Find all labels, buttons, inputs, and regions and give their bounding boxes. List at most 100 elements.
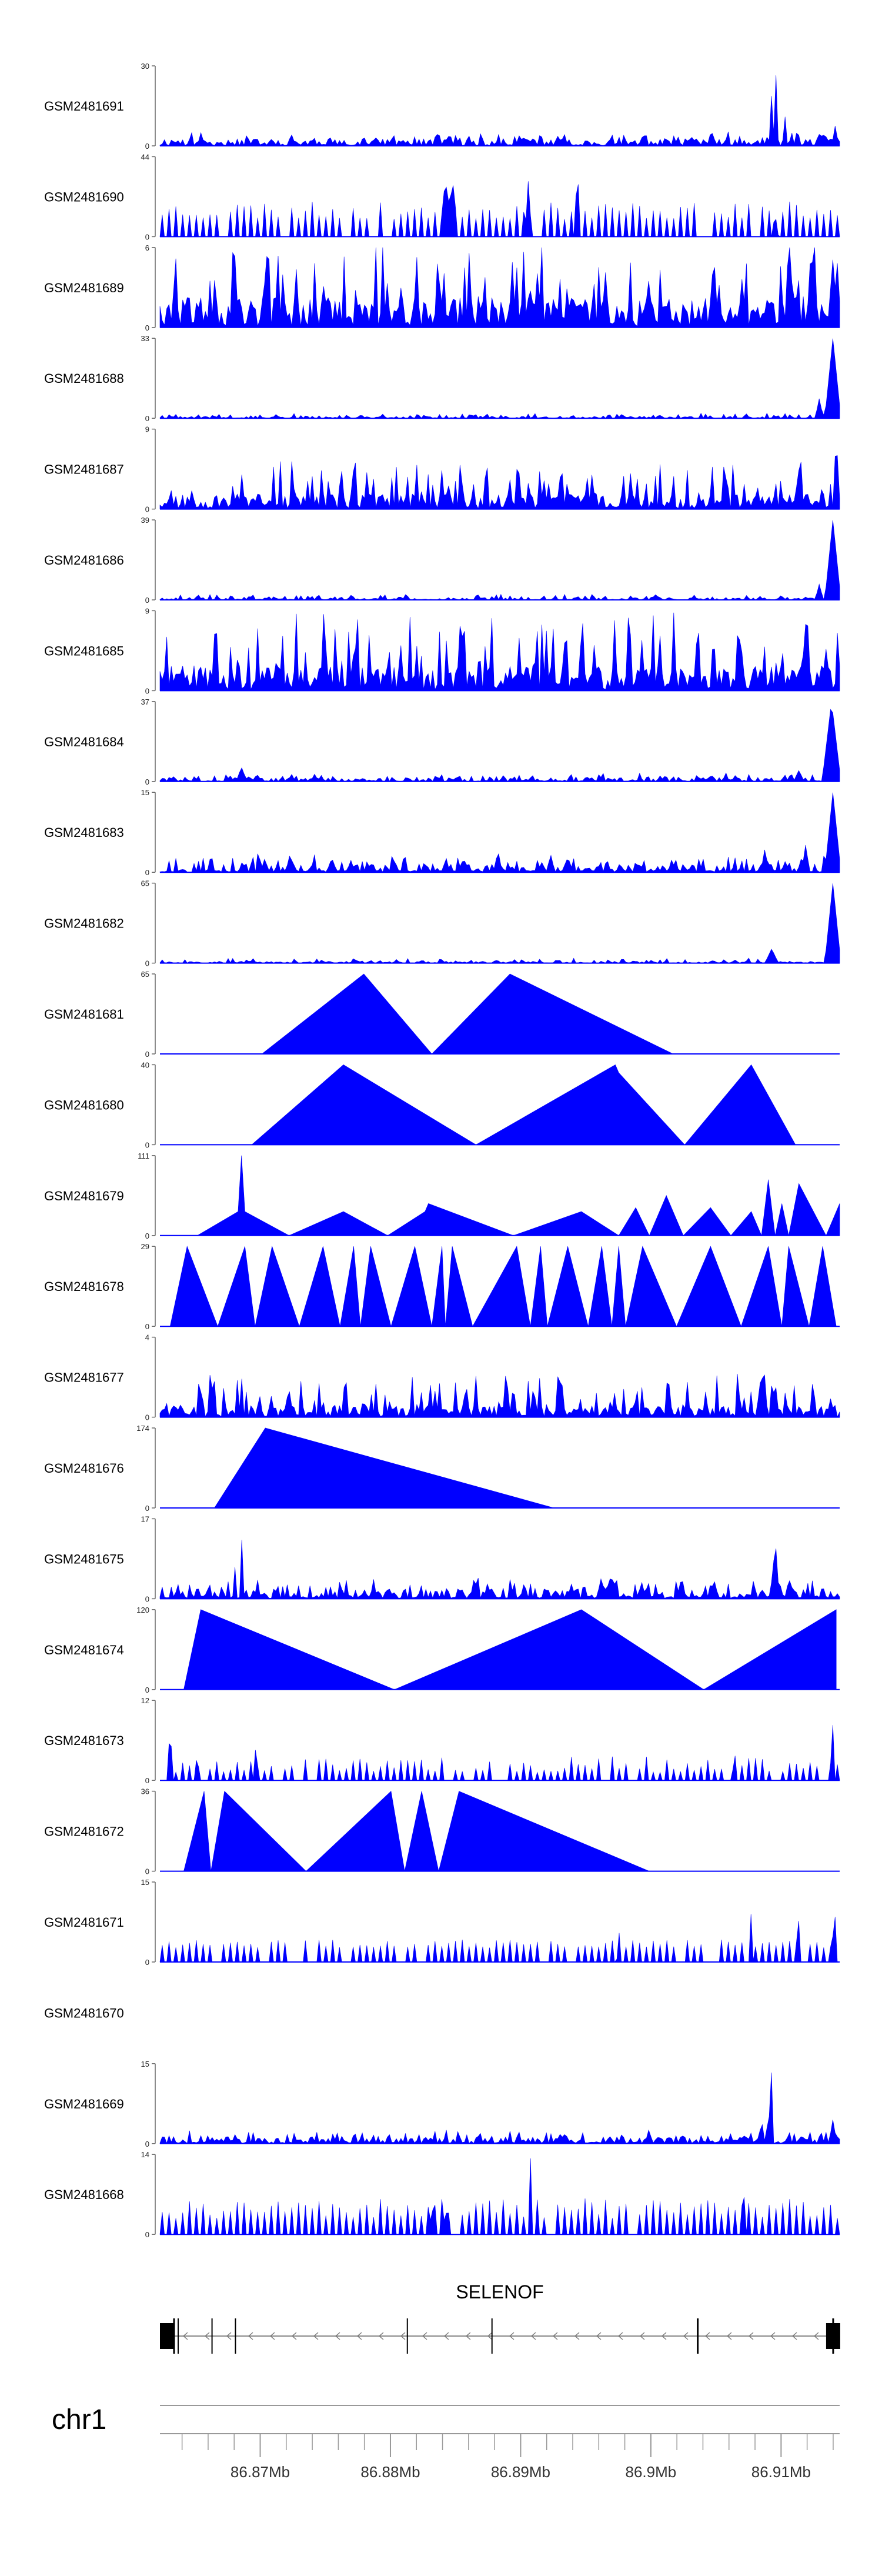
strand-arrow <box>509 2332 514 2340</box>
signal-area <box>196 1155 840 1236</box>
track-gsm2481678: GSM2481678 29 0 <box>44 1242 840 1331</box>
y-min-label: 0 <box>145 323 149 332</box>
strand-arrow <box>400 2332 406 2340</box>
x-tick-label: 86.88Mb <box>360 2463 420 2481</box>
strand-arrow <box>465 2332 471 2340</box>
track-gsm2481672: GSM2481672 36 0 <box>44 1787 840 1876</box>
strand-arrow <box>748 2332 754 2340</box>
track-gsm2481683: GSM2481683 15 0 <box>44 788 840 877</box>
signal-area <box>159 247 840 328</box>
track-gsm2481673: GSM2481673 12 0 <box>44 1696 840 1785</box>
signal-area <box>213 1427 554 1509</box>
track-label: GSM2481668 <box>44 2187 124 2202</box>
track-gsm2481670: GSM2481670 <box>44 2006 124 2020</box>
y-max-label: 37 <box>141 698 149 706</box>
y-min-label: 0 <box>145 1958 149 1967</box>
track-gsm2481679: GSM2481679 111 0 <box>44 1152 840 1240</box>
strand-arrow <box>335 2332 340 2340</box>
strand-arrow <box>356 2332 362 2340</box>
signal-area <box>159 709 840 782</box>
track-label: GSM2481686 <box>44 553 124 568</box>
strand-arrow <box>487 2332 493 2340</box>
track-gsm2481668: GSM2481668 14 0 <box>44 2150 840 2239</box>
track-gsm2481682: GSM2481682 65 0 <box>44 879 840 968</box>
y-max-label: 15 <box>141 1878 149 1887</box>
track-gsm2481680: GSM2481680 40 0 <box>44 1060 840 1149</box>
y-max-label: 9 <box>145 606 149 615</box>
strand-arrow <box>683 2332 689 2340</box>
y-min-label: 0 <box>145 778 149 786</box>
strand-arrow <box>791 2332 797 2340</box>
track-gsm2481686: GSM2481686 39 0 <box>44 516 840 605</box>
gene-model: SELENOF <box>160 2281 840 2354</box>
strand-arrow <box>378 2332 384 2340</box>
y-min-label: 0 <box>145 505 149 514</box>
track-label: GSM2481678 <box>44 1279 124 1294</box>
y-min-label: 0 <box>145 2230 149 2239</box>
strand-arrow <box>596 2332 602 2340</box>
y-max-label: 14 <box>141 2150 149 2159</box>
track-label: GSM2481671 <box>44 1915 124 1930</box>
track-label: GSM2481675 <box>44 1551 124 1566</box>
x-tick-label: 86.9Mb <box>626 2463 677 2481</box>
signal-area <box>169 1246 837 1327</box>
track-label: GSM2481677 <box>44 1370 124 1385</box>
track-gsm2481676: GSM2481676 174 0 <box>44 1424 840 1513</box>
strand-arrow <box>639 2332 645 2340</box>
y-min-label: 0 <box>145 1776 149 1785</box>
track-label: GSM2481674 <box>44 1643 124 1657</box>
strand-arrow <box>182 2332 188 2340</box>
track-label: GSM2481688 <box>44 371 124 386</box>
y-max-label: 4 <box>145 1333 149 1342</box>
strand-arrow <box>770 2332 776 2340</box>
signal-area <box>159 181 840 237</box>
track-label: GSM2481687 <box>44 462 124 477</box>
track-label: GSM2481676 <box>44 1461 124 1476</box>
y-min-label: 0 <box>145 1050 149 1059</box>
y-max-label: 29 <box>141 1242 149 1251</box>
signal-area <box>159 2158 840 2235</box>
signal-area <box>159 612 840 691</box>
y-max-label: 174 <box>136 1424 149 1433</box>
exon-block <box>160 2323 174 2349</box>
strand-arrow <box>704 2332 710 2340</box>
y-min-label: 0 <box>145 414 149 423</box>
signal-area <box>183 1609 837 1690</box>
signal-area <box>183 1790 650 1872</box>
track-label: GSM2481691 <box>44 99 124 114</box>
track-gsm2481675: GSM2481675 17 0 <box>44 1514 840 1603</box>
y-min-label: 0 <box>145 142 149 151</box>
chromosome-label: chr1 <box>52 2404 106 2435</box>
signal-area <box>159 1373 840 1417</box>
signal-area <box>251 1064 796 1145</box>
track-gsm2481671: GSM2481671 15 0 <box>44 1878 840 1967</box>
y-max-label: 17 <box>141 1514 149 1523</box>
track-gsm2481669: GSM2481669 15 0 <box>44 2060 840 2148</box>
y-min-label: 0 <box>145 232 149 241</box>
y-min-label: 0 <box>145 1686 149 1694</box>
track-label: GSM2481680 <box>44 1097 124 1112</box>
track-label: GSM2481673 <box>44 1733 124 1748</box>
track-gsm2481688: GSM2481688 33 0 <box>44 334 840 423</box>
strand-arrow <box>443 2332 449 2340</box>
genome-axis: chr1 86.87Mb 86.88Mb 86.89Mb 86.9Mb 86.91Mb <box>52 2404 840 2481</box>
y-min-label: 0 <box>145 2140 149 2148</box>
track-gsm2481691: GSM2481691 30 0 <box>44 62 840 151</box>
strand-arrow <box>248 2332 253 2340</box>
track-gsm2481689: GSM2481689 6 0 <box>44 243 840 332</box>
track-gsm2481690: GSM2481690 44 0 <box>44 152 840 241</box>
track-label: GSM2481683 <box>44 825 124 840</box>
track-label: GSM2481679 <box>44 1189 124 1203</box>
track-label: GSM2481684 <box>44 735 124 749</box>
y-max-label: 39 <box>141 516 149 525</box>
y-min-label: 0 <box>145 868 149 877</box>
strand-arrow <box>617 2332 623 2340</box>
y-min-label: 0 <box>145 959 149 968</box>
y-max-label: 36 <box>141 1787 149 1796</box>
track-gsm2481684: GSM2481684 37 0 <box>44 698 840 786</box>
strand-arrow <box>313 2332 319 2340</box>
y-max-label: 9 <box>145 425 149 434</box>
track-label: GSM2481685 <box>44 643 124 658</box>
y-max-label: 33 <box>141 334 149 343</box>
